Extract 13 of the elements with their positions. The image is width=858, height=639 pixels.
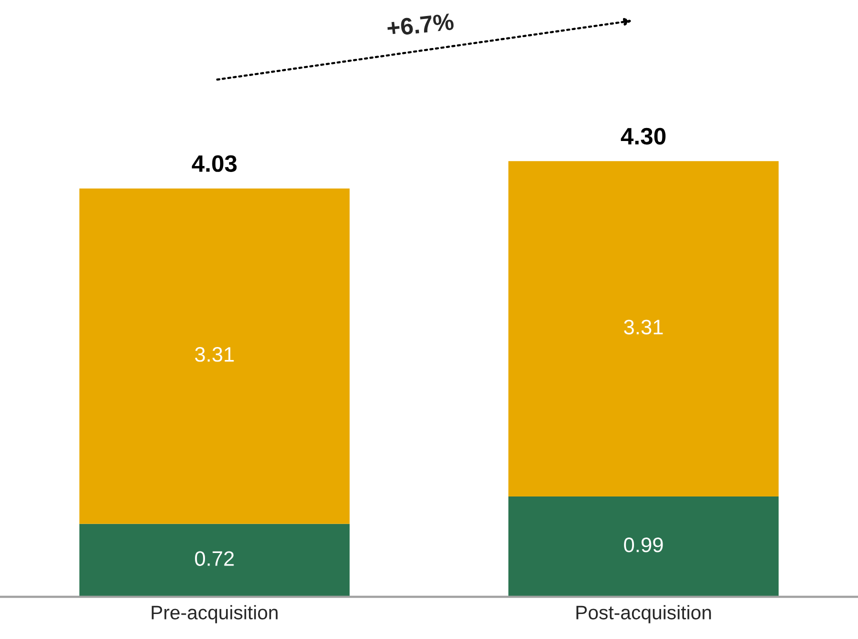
- bar: [79, 524, 350, 597]
- data-label: 3.31: [195, 347, 234, 362]
- total-label: 4.03: [192, 155, 237, 172]
- data-label: 0.72: [195, 551, 234, 566]
- data-label: 0.99: [624, 538, 663, 552]
- total-label: 4.30: [620, 128, 666, 145]
- bar: [508, 496, 779, 597]
- bar: [79, 188, 350, 524]
- data-label: 3.31: [624, 320, 663, 334]
- x-tick-label: Pre-acquisition: [152, 605, 278, 624]
- x-tick-label: Post-acquisition: [576, 605, 711, 624]
- text: +6.7%: [386, 13, 454, 37]
- bar: [508, 161, 779, 497]
